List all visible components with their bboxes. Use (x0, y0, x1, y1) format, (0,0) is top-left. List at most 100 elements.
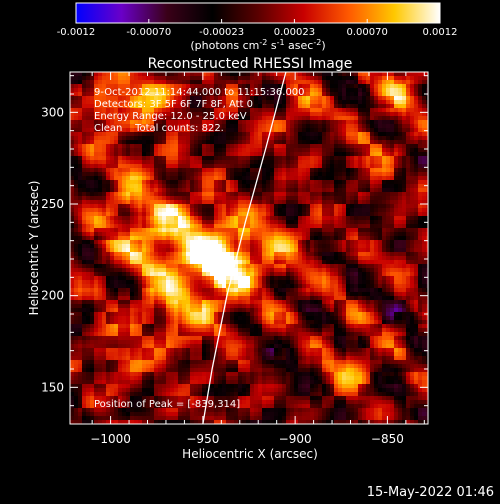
heatmap-cell (198, 248, 202, 252)
heatmap-cell (102, 332, 106, 336)
heatmap-cell (130, 156, 134, 160)
heatmap-cell (210, 240, 214, 244)
heatmap-cell (290, 332, 294, 336)
heatmap-cell (258, 100, 262, 104)
heatmap-cell (266, 284, 270, 288)
heatmap-cell (174, 360, 178, 364)
heatmap-cell (162, 324, 166, 328)
heatmap-cell (194, 264, 198, 268)
heatmap-cell (226, 80, 230, 84)
heatmap-cell (202, 368, 206, 372)
heatmap-cell (234, 176, 238, 180)
heatmap-cell (182, 284, 186, 288)
heatmap-cell (98, 364, 102, 368)
heatmap-cell (246, 80, 250, 84)
heatmap-cell (138, 380, 142, 384)
heatmap-cell (82, 200, 86, 204)
heatmap-cell (218, 300, 222, 304)
heatmap-cell (82, 72, 86, 76)
heatmap-cell (218, 152, 222, 156)
heatmap-cell (106, 220, 110, 224)
heatmap-cell (274, 248, 278, 252)
heatmap-cell (86, 220, 90, 224)
heatmap-cell (162, 140, 166, 144)
heatmap-cell (190, 204, 194, 208)
heatmap-cell (150, 248, 154, 252)
heatmap-cell (154, 416, 158, 420)
heatmap-cell (238, 204, 242, 208)
heatmap-cell (154, 328, 158, 332)
heatmap-cell (118, 320, 122, 324)
heatmap-cell (198, 416, 202, 420)
heatmap-cell (166, 76, 170, 80)
heatmap-cell (134, 244, 138, 248)
heatmap-cell (206, 180, 210, 184)
heatmap-cell (118, 304, 122, 308)
heatmap-cell (90, 284, 94, 288)
heatmap-cell (154, 148, 158, 152)
heatmap-cell (178, 324, 182, 328)
heatmap-cell (106, 192, 110, 196)
heatmap-cell (274, 176, 278, 180)
heatmap-cell (166, 272, 170, 276)
heatmap-cell (246, 264, 250, 268)
heatmap-cell (186, 200, 190, 204)
heatmap-cell (278, 340, 282, 344)
heatmap-cell (70, 160, 74, 164)
heatmap-cell (134, 224, 138, 228)
heatmap-cell (74, 140, 78, 144)
heatmap-cell (134, 152, 138, 156)
heatmap-cell (90, 292, 94, 296)
heatmap-cell (218, 168, 222, 172)
heatmap-cell (74, 328, 78, 332)
heatmap-cell (242, 152, 246, 156)
heatmap-cell (214, 212, 218, 216)
heatmap-cell (246, 312, 250, 316)
heatmap-cell (278, 408, 282, 412)
heatmap-cell (238, 196, 242, 200)
heatmap-cell (198, 280, 202, 284)
heatmap-cell (194, 152, 198, 156)
heatmap-cell (194, 352, 198, 356)
heatmap-cell (238, 368, 242, 372)
heatmap-cell (186, 344, 190, 348)
heatmap-cell (138, 176, 142, 180)
heatmap-cell (190, 276, 194, 280)
heatmap-cell (274, 276, 278, 280)
heatmap-cell (106, 296, 110, 300)
heatmap-cell (86, 244, 90, 248)
heatmap-cell (234, 184, 238, 188)
heatmap-cell (110, 248, 114, 252)
heatmap-cell (150, 204, 154, 208)
heatmap-cell (162, 392, 166, 396)
heatmap-cell (134, 344, 138, 348)
heatmap-cell (282, 128, 286, 132)
heatmap-cell (210, 76, 214, 80)
heatmap-cell (118, 416, 122, 420)
heatmap-cell (94, 268, 98, 272)
heatmap-cell (262, 256, 266, 260)
heatmap-cell (242, 208, 246, 212)
heatmap-cell (230, 220, 234, 224)
heatmap-cell (122, 296, 126, 300)
heatmap-cell (150, 164, 154, 168)
heatmap-cell (230, 192, 234, 196)
heatmap-cell (186, 144, 190, 148)
heatmap-cell (194, 148, 198, 152)
heatmap-cell (226, 324, 230, 328)
heatmap-cell (190, 208, 194, 212)
heatmap-cell (254, 148, 258, 152)
heatmap-cell (274, 288, 278, 292)
heatmap-cell (106, 392, 110, 396)
heatmap-cell (158, 376, 162, 380)
heatmap-cell (82, 412, 86, 416)
heatmap-cell (90, 416, 94, 420)
heatmap-cell (82, 416, 86, 420)
heatmap-cell (134, 180, 138, 184)
heatmap-cell (146, 272, 150, 276)
heatmap-cell (218, 392, 222, 396)
heatmap-cell (202, 136, 206, 140)
heatmap-cell (234, 172, 238, 176)
heatmap-cell (126, 80, 130, 84)
heatmap-cell (94, 216, 98, 220)
